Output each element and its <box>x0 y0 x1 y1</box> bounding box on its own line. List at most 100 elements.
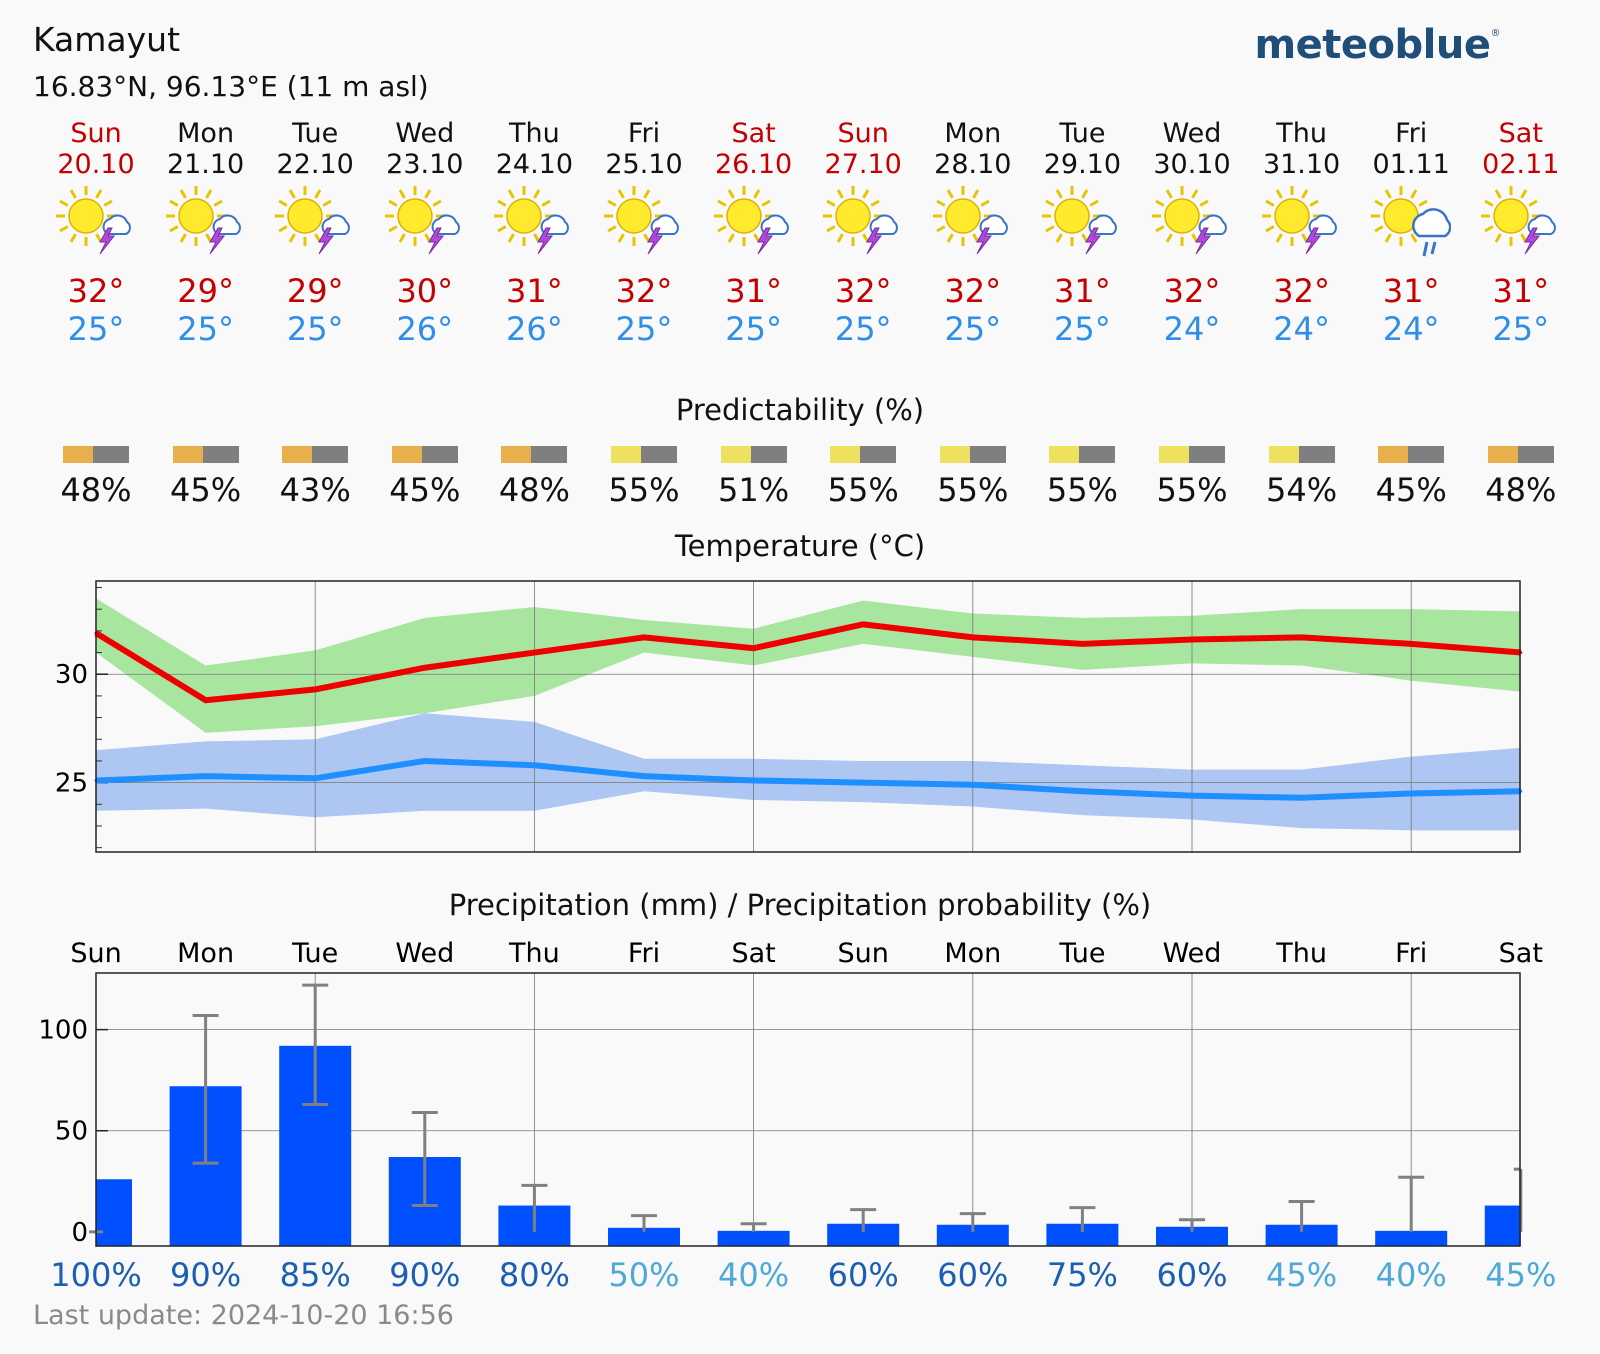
sun-thunderstorm-icon <box>479 180 589 272</box>
x-top-day-label: Sat <box>731 938 775 969</box>
day-column: Fri 01.11 31° 24° <box>1356 118 1466 348</box>
predictability-swatch <box>1159 446 1225 463</box>
min-temperature-point <box>423 759 427 763</box>
day-column: Thu 24.10 31° 26° <box>479 118 589 348</box>
max-temperature-range-band <box>96 598 1521 733</box>
y-tick-label: 0 <box>71 1218 88 1248</box>
max-temperature-point <box>642 635 646 639</box>
precipitation-bar <box>936 1224 1009 1246</box>
max-temperature: 30° <box>396 272 454 310</box>
max-temperature-point <box>971 635 975 639</box>
predictability-gray <box>202 446 239 463</box>
predictability-color <box>939 446 970 463</box>
day-name: Fri <box>627 118 661 149</box>
sun-thunderstorm-icon <box>918 180 1028 272</box>
max-temperature-point <box>532 651 536 655</box>
day-date: 27.10 <box>824 149 902 180</box>
min-temperature: 25° <box>944 310 1002 348</box>
precipitation-bar <box>827 1223 900 1246</box>
weather-icon-graphic <box>1042 186 1118 255</box>
predictability-gray <box>312 446 349 463</box>
max-temperature-line <box>94 621 1522 704</box>
predictability-value: 51% <box>718 471 790 509</box>
x-top-day-label: Wed <box>395 938 454 969</box>
precipitation-bar <box>1484 1205 1521 1246</box>
max-temperature-point <box>1409 642 1413 646</box>
predictability-gray <box>421 446 458 463</box>
x-top-day-label: Sun <box>838 938 889 969</box>
day-name: Thu <box>509 118 560 149</box>
predictability-value: 43% <box>279 471 351 509</box>
predictability-color <box>830 446 861 463</box>
precipitation-probability-label: 90% <box>170 1256 241 1294</box>
day-date: 24.10 <box>495 149 574 180</box>
x-top-day-label: Thu <box>508 938 560 969</box>
min-temperature: 25° <box>1054 310 1111 348</box>
max-temperature: 32° <box>834 272 892 310</box>
sun-thunderstorm-icon <box>808 180 918 272</box>
precipitation-probability-label: 100% <box>50 1256 141 1294</box>
predictability-swatch <box>1268 446 1335 463</box>
precipitation-bar <box>1046 1223 1119 1246</box>
location-coordinates: 16.83°N, 96.13°E (11 m asl) <box>33 70 429 103</box>
day-column: Tue 22.10 29° 25° <box>260 118 370 348</box>
day-name: Tue <box>1059 118 1106 149</box>
predictability-gray <box>860 446 897 463</box>
predictability-cell: 48% <box>1466 446 1576 509</box>
precipitation-probability-label: 60% <box>937 1256 1008 1294</box>
predictability-color <box>172 446 203 463</box>
predictability-swatch <box>282 446 349 463</box>
day-column: Sun 27.10 32° 25° <box>808 118 918 348</box>
precipitation-probability-label: 85% <box>280 1256 351 1294</box>
weather-icon-graphic <box>1371 186 1452 257</box>
day-column: Sun 20.10 32° 25° <box>41 118 151 348</box>
min-temperature: 25° <box>286 310 344 348</box>
plot-frame <box>95 580 1521 853</box>
weather-icon-graphic <box>1152 186 1227 255</box>
predictability-swatch <box>1049 446 1116 463</box>
precipitation-probability-label: 45% <box>1485 1256 1556 1294</box>
weather-icon-graphic <box>713 186 789 255</box>
predictability-cell: 45% <box>370 446 480 509</box>
predictability-cell: 55% <box>918 446 1028 509</box>
min-temperature-point <box>204 774 208 778</box>
day-column: Wed 23.10 30° 26° <box>370 118 480 348</box>
predictability-gray <box>1189 446 1225 463</box>
day-name: Sun <box>837 118 889 149</box>
predictability-color <box>1378 446 1409 463</box>
weather-icon-graphic <box>494 186 570 255</box>
sun-thunderstorm-icon <box>370 180 480 272</box>
x-top-day-label: Mon <box>944 938 1001 969</box>
day-name: Sun <box>70 118 122 149</box>
predictability-value: 48% <box>60 471 132 509</box>
predictability-cell: 48% <box>41 446 151 509</box>
min-temperature: 25° <box>615 310 673 348</box>
y-tick-label: 30 <box>55 660 88 690</box>
day-date: 26.10 <box>714 149 793 180</box>
brand-logo[interactable]: meteoblue® <box>1255 22 1501 68</box>
x-top-day-label: Thu <box>1275 938 1327 969</box>
predictability-gray <box>969 446 1006 463</box>
predictability-cell: 54% <box>1247 446 1357 509</box>
max-temperature: 31° <box>1492 272 1550 310</box>
sun-thunderstorm-icon <box>260 180 370 272</box>
day-name: Thu <box>1276 118 1327 149</box>
day-column: Tue 29.10 31° 25° <box>1027 118 1137 348</box>
min-temperature: 25° <box>67 310 125 348</box>
min-temperature-point <box>971 783 975 787</box>
sun-thunderstorm-icon <box>151 180 261 272</box>
predictability-color <box>1049 446 1080 463</box>
predictability-value: 48% <box>498 471 570 509</box>
max-temperature: 31° <box>506 272 563 310</box>
day-date: 28.10 <box>934 149 1012 180</box>
temperature-chart: 25 30 <box>55 580 1523 853</box>
brand-name: meteoblue <box>1254 22 1492 68</box>
sun-thunderstorm-icon <box>41 180 151 272</box>
precipitation-probability-label: 75% <box>1047 1256 1118 1294</box>
predictability-color <box>611 446 641 463</box>
predictability-value: 55% <box>608 471 680 509</box>
min-temperature: 26° <box>506 310 563 348</box>
plot-frame <box>95 972 1521 1247</box>
x-top-day-label: Fri <box>628 938 660 969</box>
sun-rain-icon <box>1356 180 1466 272</box>
